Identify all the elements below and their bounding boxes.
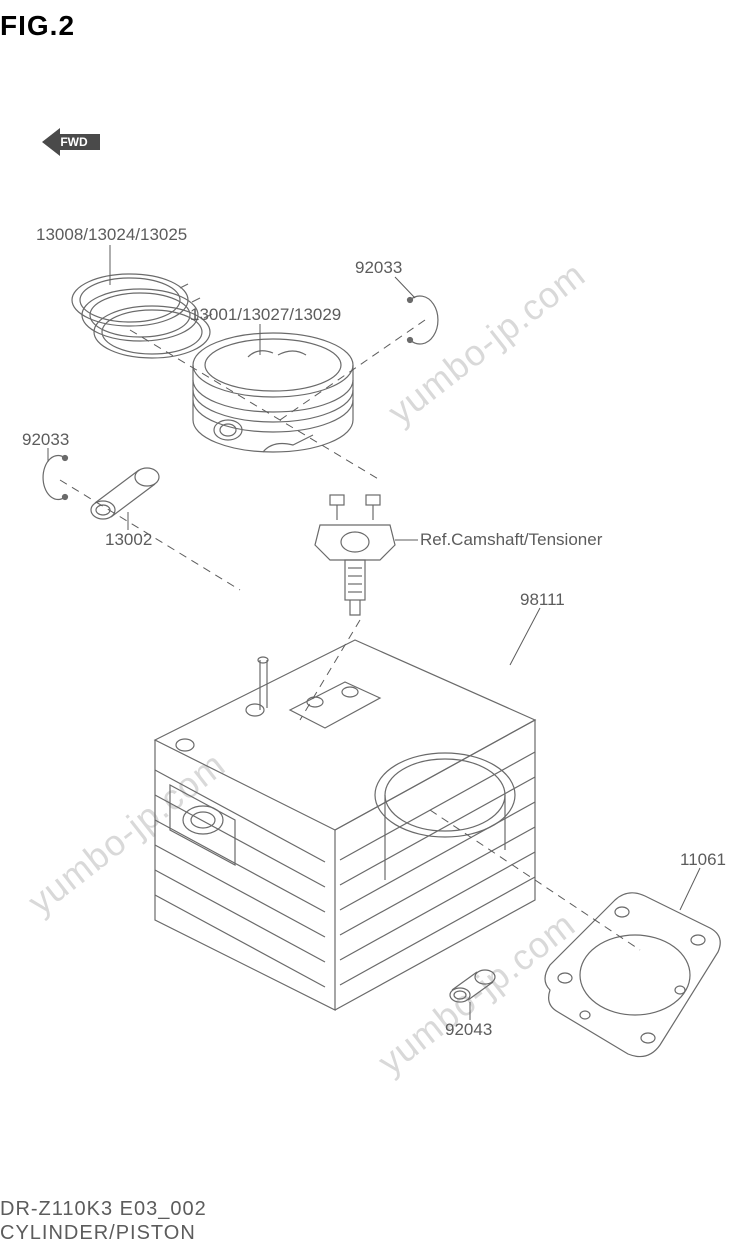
leader-dowel: [0, 0, 743, 1247]
footer-model: DR-Z110K3 E03_002: [0, 1198, 207, 1221]
footer-name: CYLINDER/PISTON: [0, 1222, 196, 1245]
